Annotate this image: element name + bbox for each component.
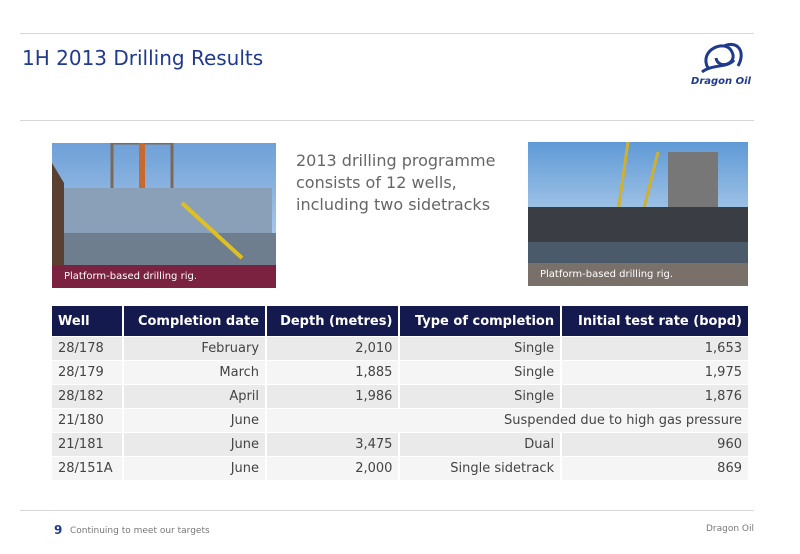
- photo-caption: Platform-based drilling rig.: [528, 263, 748, 286]
- table-cell: 28/178: [52, 336, 124, 361]
- table-cell: Single: [398, 384, 562, 409]
- photo-caption: Platform-based drilling rig.: [52, 265, 276, 288]
- table-cell: Single: [398, 336, 562, 361]
- column-header: Initial test rate (bopd): [560, 306, 748, 337]
- logo: Dragon Oil: [691, 43, 752, 87]
- table-cell: 28/182: [52, 384, 124, 409]
- column-header: Type of completion: [398, 306, 562, 337]
- table-row: 28/151A June 2,000 Single sidetrack 869: [52, 456, 748, 480]
- callout-line: including two sidetracks: [296, 195, 491, 214]
- rule: [20, 120, 754, 121]
- footer-company: Dragon Oil: [705, 524, 754, 534]
- table-cell: 1,876: [560, 384, 748, 409]
- rule: [20, 510, 754, 511]
- table-cell: 869: [560, 456, 748, 480]
- callout-line: consists of 12 wells,: [296, 173, 457, 192]
- page-number: 9: [54, 523, 63, 537]
- table-cell: Single: [398, 360, 562, 385]
- table-cell: 21/181: [52, 432, 124, 457]
- table-cell: 2,010: [265, 336, 400, 361]
- column-header: Depth (metres): [265, 306, 400, 337]
- table-cell: 960: [560, 432, 748, 457]
- table-cell: 28/179: [52, 360, 124, 385]
- table-cell: 21/180: [52, 408, 124, 433]
- table-cell: March: [122, 360, 267, 385]
- table-cell: 2,000: [265, 456, 400, 480]
- table-cell: February: [122, 336, 267, 361]
- table-cell: 1,975: [560, 360, 748, 385]
- photo: [52, 143, 276, 265]
- table-cell: Dual: [398, 432, 562, 457]
- table-row: 21/181 June 3,475 Dual 960: [52, 432, 748, 457]
- table-cell: 1,986: [265, 384, 400, 409]
- callout: 2013 drilling programme consists of 12 w…: [296, 150, 495, 216]
- rule: [20, 33, 754, 34]
- table-row: 28/182 April 1,986 Single 1,876: [52, 384, 748, 409]
- table-cell: April: [122, 384, 267, 409]
- photo: [528, 142, 748, 263]
- results-table: Well Completion date Depth (metres) Type of…: [52, 306, 748, 480]
- table-row: 28/178 February 2,010 Single 1,653: [52, 336, 748, 361]
- column-header: Well: [52, 306, 124, 337]
- footer-subtitle: Continuing to meet our targets: [70, 526, 210, 536]
- table-cell: Suspended due to high gas pressure: [265, 408, 748, 433]
- table-row: 28/179 March 1,885 Single 1,975: [52, 360, 748, 385]
- table-cell: 1,653: [560, 336, 748, 361]
- table-row: 21/180 June Suspended due to high gas pres…: [52, 408, 748, 433]
- table-cell: June: [122, 432, 267, 457]
- table-cell: 28/151A: [52, 456, 124, 480]
- header-row: Well Completion date Depth (metres) Type of…: [52, 306, 748, 337]
- table-cell: 3,475: [265, 432, 400, 457]
- title: 1H 2013 Drilling Results: [22, 46, 264, 70]
- table-cell: Single sidetrack: [398, 456, 562, 480]
- table-cell: June: [122, 408, 267, 433]
- logo-text: Dragon Oil: [691, 76, 752, 87]
- table-cell: 1,885: [265, 360, 400, 385]
- callout-line: 2013 drilling programme: [296, 151, 496, 170]
- column-header: Completion date: [122, 306, 267, 337]
- table-cell: June: [122, 456, 267, 480]
